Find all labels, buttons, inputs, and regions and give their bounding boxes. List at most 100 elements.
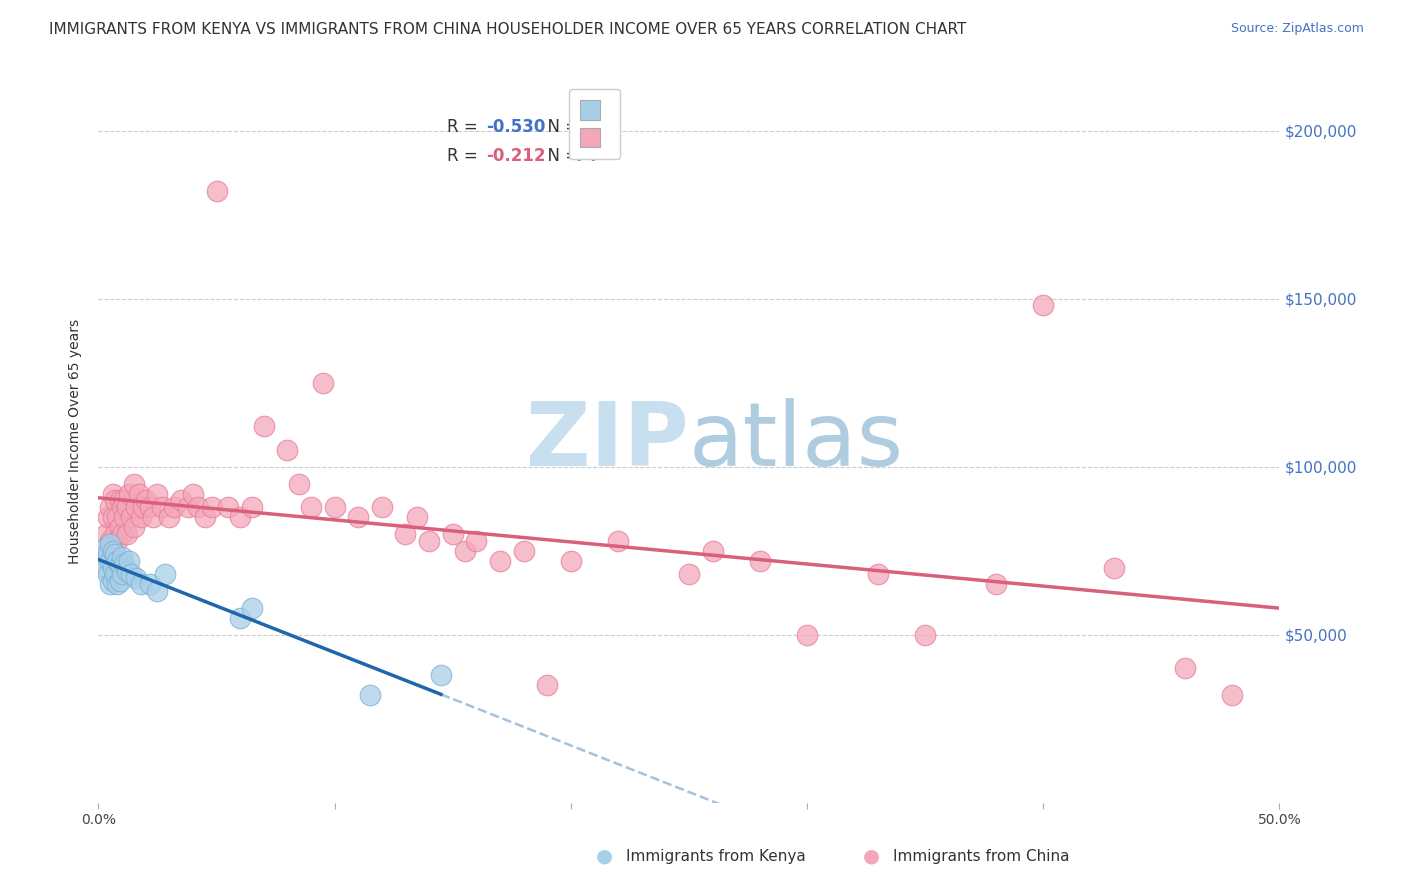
Text: Immigrants from Kenya: Immigrants from Kenya	[626, 849, 806, 863]
Point	[240, 600, 263, 615]
Point	[441, 527, 464, 541]
Point	[984, 577, 1007, 591]
Point	[104, 567, 127, 582]
Point	[98, 554, 121, 568]
Point	[146, 486, 169, 500]
Point	[607, 533, 630, 548]
Point	[122, 476, 145, 491]
Point	[118, 486, 141, 500]
Point	[111, 567, 134, 582]
Point	[112, 510, 135, 524]
Point	[135, 493, 157, 508]
Legend: , : ,	[568, 88, 620, 159]
Text: Source: ZipAtlas.com: Source: ZipAtlas.com	[1230, 22, 1364, 36]
Y-axis label: Householder Income Over 65 years: Householder Income Over 65 years	[69, 319, 83, 564]
Point	[253, 419, 276, 434]
Point	[229, 510, 252, 524]
Point	[299, 500, 322, 514]
Point	[489, 554, 512, 568]
Point	[371, 500, 394, 514]
Text: -0.530: -0.530	[486, 119, 546, 136]
Point	[146, 584, 169, 599]
Point	[240, 500, 263, 514]
Point	[453, 543, 475, 558]
Text: IMMIGRANTS FROM KENYA VS IMMIGRANTS FROM CHINA HOUSEHOLDER INCOME OVER 65 YEARS : IMMIGRANTS FROM KENYA VS IMMIGRANTS FROM…	[49, 22, 966, 37]
Point	[112, 558, 135, 572]
Point	[125, 571, 148, 585]
Point	[97, 547, 120, 561]
Text: N =: N =	[537, 147, 583, 165]
Point	[101, 560, 124, 574]
Point	[121, 510, 143, 524]
Point	[128, 486, 150, 500]
Text: R =: R =	[447, 147, 482, 165]
Point	[98, 577, 121, 591]
Point	[312, 376, 335, 390]
Point	[201, 500, 224, 514]
Point	[323, 500, 346, 514]
Point	[153, 567, 176, 582]
Point	[1102, 560, 1125, 574]
Point	[98, 500, 121, 514]
Point	[465, 533, 488, 548]
Point	[796, 628, 818, 642]
Point	[139, 577, 162, 591]
Point	[132, 500, 155, 514]
Point	[194, 510, 217, 524]
Point	[276, 442, 298, 457]
Point	[91, 550, 114, 565]
Point	[121, 567, 143, 582]
Text: -0.212: -0.212	[486, 147, 546, 165]
Point	[229, 611, 252, 625]
Point	[97, 510, 120, 524]
Text: ZIP: ZIP	[526, 398, 689, 485]
Point	[187, 500, 209, 514]
Point	[111, 500, 134, 514]
Point	[163, 500, 186, 514]
Text: 74: 74	[575, 147, 598, 165]
Point	[104, 493, 127, 508]
Point	[108, 520, 131, 534]
Point	[101, 486, 124, 500]
Point	[97, 543, 120, 558]
Point	[150, 500, 173, 514]
Point	[94, 527, 117, 541]
Point	[406, 510, 429, 524]
Text: atlas: atlas	[689, 398, 904, 485]
Point	[112, 493, 135, 508]
Point	[512, 543, 534, 558]
Point	[914, 628, 936, 642]
Point	[115, 564, 138, 578]
Text: ●: ●	[863, 847, 880, 866]
Text: 32: 32	[575, 119, 598, 136]
Point	[866, 567, 889, 582]
Point	[217, 500, 239, 514]
Point	[125, 500, 148, 514]
Point	[118, 554, 141, 568]
Point	[129, 577, 152, 591]
Point	[101, 574, 124, 588]
Point	[702, 543, 724, 558]
Point	[111, 550, 134, 565]
Point	[157, 510, 180, 524]
Point	[177, 500, 200, 514]
Point	[94, 560, 117, 574]
Point	[104, 527, 127, 541]
Point	[105, 510, 128, 524]
Point	[104, 547, 127, 561]
Point	[108, 558, 131, 572]
Point	[105, 554, 128, 568]
Point	[98, 537, 121, 551]
Point	[205, 184, 228, 198]
Point	[536, 678, 558, 692]
Point	[111, 527, 134, 541]
Point	[418, 533, 440, 548]
Point	[170, 493, 193, 508]
Point	[105, 533, 128, 548]
Text: ●: ●	[596, 847, 613, 866]
Point	[122, 520, 145, 534]
Point	[101, 543, 124, 558]
Point	[288, 476, 311, 491]
Point	[129, 510, 152, 524]
Point	[1174, 661, 1197, 675]
